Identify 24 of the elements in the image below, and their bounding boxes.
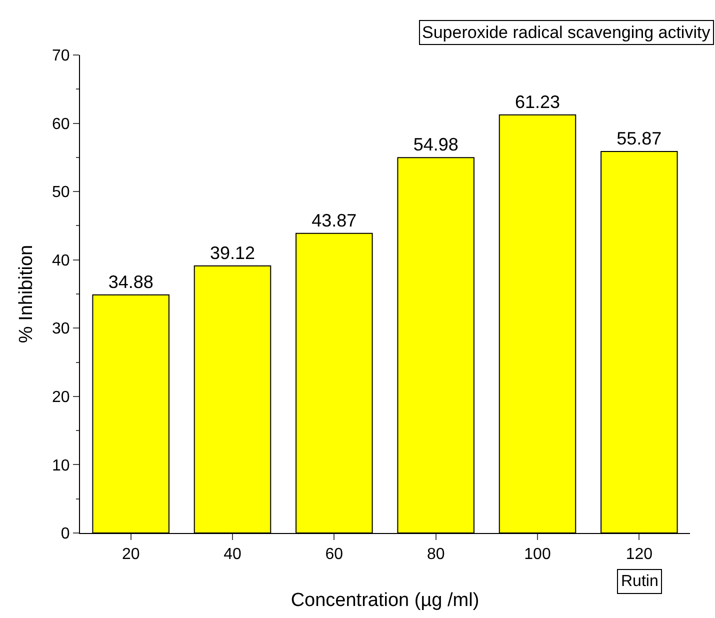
data-label: 54.98 xyxy=(413,134,458,155)
y-tick-label: 70 xyxy=(52,48,70,65)
y-axis-title: % Inhibition xyxy=(16,244,37,344)
y-tick-label: 10 xyxy=(52,457,70,474)
x-tick-label: 120 xyxy=(626,546,653,564)
x-tick-label: 100 xyxy=(524,546,551,564)
x-tick-label: 80 xyxy=(426,546,445,564)
x-axis-title: Concentration (µg /ml) xyxy=(290,590,480,611)
y-tick-label: 50 xyxy=(52,184,70,202)
y-tick-label: 20 xyxy=(52,389,70,406)
data-label: 43.87 xyxy=(312,210,357,230)
y-tick-label: 40 xyxy=(52,252,70,270)
y-tick-label: 0 xyxy=(60,526,70,543)
data-label: 55.87 xyxy=(616,128,662,148)
x-tick-label: 20 xyxy=(122,546,140,564)
x-tick-label: 60 xyxy=(325,546,344,564)
x-tick-label: 40 xyxy=(224,546,242,564)
data-label: 39.12 xyxy=(210,242,256,263)
chart-title: Superoxide radical scavenging activity xyxy=(422,23,711,42)
data-label: 34.88 xyxy=(108,272,154,292)
text: Rutin xyxy=(621,573,658,590)
y-tick-label: 60 xyxy=(52,116,70,133)
y-tick-label: 30 xyxy=(52,320,70,338)
data-label: 61.23 xyxy=(514,92,560,112)
